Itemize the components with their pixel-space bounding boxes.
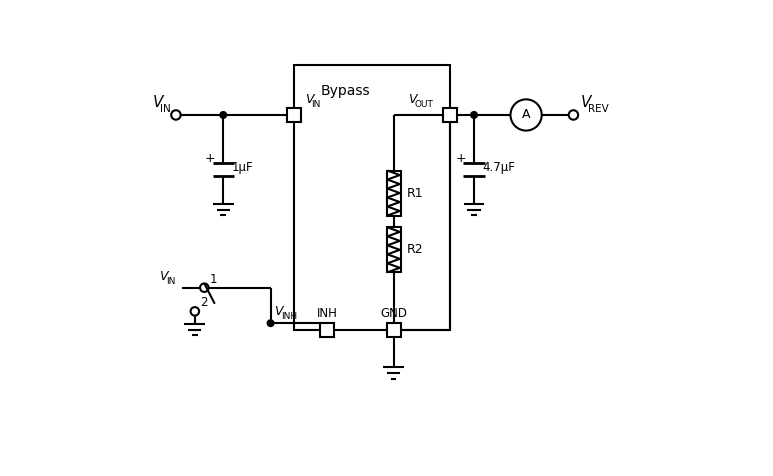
Text: V: V [408, 93, 417, 107]
Text: V: V [153, 95, 164, 110]
Circle shape [220, 112, 226, 118]
Text: IN: IN [166, 277, 175, 286]
Text: R1: R1 [407, 187, 423, 199]
Text: GND: GND [380, 307, 407, 320]
Circle shape [267, 320, 274, 327]
Text: IN: IN [312, 100, 321, 109]
Text: V: V [274, 305, 283, 317]
Text: +: + [455, 152, 466, 165]
Text: V: V [305, 93, 313, 107]
Text: 1μF: 1μF [232, 160, 254, 174]
Circle shape [471, 112, 478, 118]
Text: R2: R2 [407, 243, 423, 257]
Text: Bypass: Bypass [320, 84, 369, 98]
Bar [386, 228, 400, 272]
Text: REV: REV [587, 104, 608, 114]
Bar [386, 170, 400, 216]
Text: 4.7μF: 4.7μF [482, 160, 516, 174]
Bar [443, 108, 458, 122]
Bar [320, 323, 335, 337]
Text: V: V [159, 270, 168, 283]
Text: A: A [522, 109, 530, 121]
Text: OUT: OUT [414, 100, 434, 109]
Text: 2: 2 [200, 297, 208, 309]
Bar [295, 65, 451, 330]
Text: IN: IN [160, 104, 171, 114]
Text: INH: INH [281, 312, 298, 321]
Bar [287, 108, 301, 122]
Text: V: V [581, 95, 591, 110]
Text: INH: INH [317, 307, 338, 320]
Text: +: + [205, 152, 216, 165]
Text: 1: 1 [210, 273, 217, 286]
Bar [386, 323, 400, 337]
